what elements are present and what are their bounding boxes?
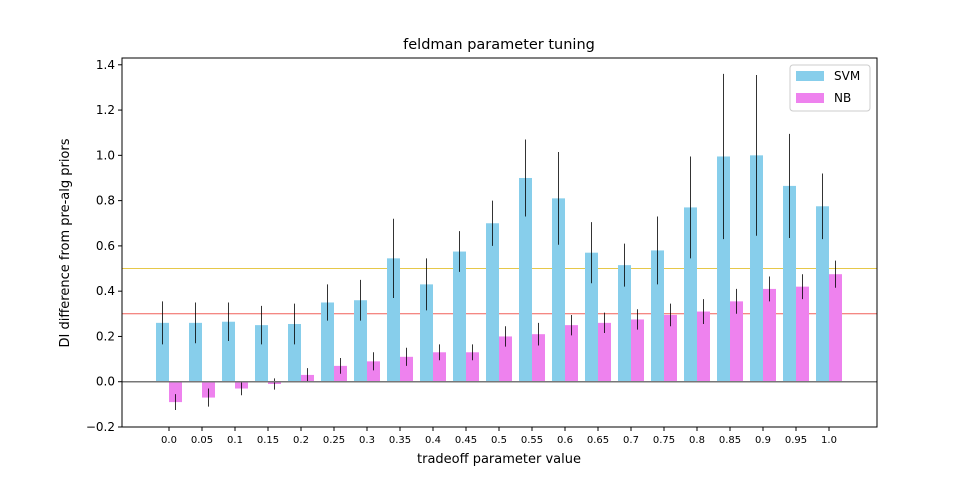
bar-nb-13 [598, 322, 611, 382]
bar-svm-19 [783, 185, 796, 382]
legend-label-nb: NB [834, 91, 851, 105]
y-tick-label-1: 0.0 [96, 375, 115, 389]
x-tick-label-1: 0.05 [191, 435, 213, 446]
bar-svm-10 [486, 223, 499, 382]
plot-area: −0.2 0.0 0.2 0.4 0.6 0.8 1.0 1.2 1.4 0.0 0.05 0.1 0.… [86, 57, 878, 446]
bar-svm-9 [453, 251, 466, 382]
bar-svm-4 [288, 323, 301, 382]
y-tick-label-4: 0.6 [96, 239, 115, 253]
y-tick-label-8: 1.4 [96, 58, 115, 72]
bar-svm-20 [816, 206, 829, 382]
legend-swatch-nb [796, 93, 824, 103]
bar-svm-5 [321, 302, 334, 382]
bar-svm-7 [387, 258, 400, 382]
x-tick-label-18: 0.9 [755, 435, 771, 446]
x-tick-label-2: 0.1 [227, 435, 243, 446]
bar-svm-18 [750, 155, 763, 382]
x-tick-label-3: 0.15 [257, 435, 279, 446]
x-tick-label-20: 1.0 [821, 435, 837, 446]
bar-nb-12 [565, 325, 578, 382]
x-tick-label-8: 0.4 [425, 435, 441, 446]
legend: SVM NB [789, 64, 871, 112]
chart-title: feldman parameter tuning [403, 37, 595, 53]
x-tick-label-5: 0.25 [323, 435, 345, 446]
bar-nb-18 [763, 288, 776, 382]
x-tick-label-19: 0.95 [785, 435, 807, 446]
bar-svm-2 [222, 321, 235, 382]
bar-nb-7 [400, 356, 413, 382]
bar-nb-16 [697, 311, 710, 382]
bar-nb-17 [730, 301, 743, 382]
x-tick-label-6: 0.3 [359, 435, 375, 446]
x-tick-label-17: 0.85 [719, 435, 741, 446]
bar-nb-6 [367, 361, 380, 382]
legend-label-svm: SVM [834, 69, 860, 83]
x-tick-label-9: 0.45 [455, 435, 477, 446]
bar-svm-8 [420, 284, 433, 382]
bar-svm-1 [189, 322, 202, 382]
x-tick-label-16: 0.8 [689, 435, 705, 446]
legend-swatch-svm [796, 71, 824, 81]
x-tick-label-14: 0.7 [623, 435, 639, 446]
x-tick-label-7: 0.35 [389, 435, 411, 446]
x-axis-label: tradeoff parameter value [417, 452, 581, 467]
x-tick-label-13: 0.65 [587, 435, 609, 446]
x-tick-label-15: 0.75 [653, 435, 675, 446]
bar-nb-15 [664, 314, 677, 382]
bar-nb-19 [796, 286, 809, 382]
bar-svm-16 [684, 207, 697, 382]
x-tick-label-4: 0.2 [293, 435, 309, 446]
bar-nb-0 [169, 381, 182, 403]
bar-svm-3 [255, 325, 268, 382]
bar-svm-6 [354, 300, 367, 382]
y-tick-label-2: 0.2 [96, 329, 115, 343]
bar-nb-10 [499, 336, 512, 382]
y-tick-label-3: 0.4 [96, 284, 115, 298]
x-tick-label-11: 0.55 [521, 435, 543, 446]
bar-nb-11 [532, 334, 545, 382]
bar-nb-20 [829, 274, 842, 382]
bar-svm-12 [552, 198, 565, 382]
bar-nb-9 [466, 352, 479, 382]
y-tick-label-5: 0.8 [96, 194, 115, 208]
x-tick-label-12: 0.6 [557, 435, 573, 446]
x-tick-label-0: 0.0 [161, 435, 177, 446]
bar-svm-0 [156, 322, 169, 382]
x-tick-label-10: 0.5 [491, 435, 507, 446]
bar-svm-13 [585, 252, 598, 382]
y-tick-label-0: −0.2 [86, 420, 115, 434]
y-tick-label-6: 1.0 [96, 148, 115, 162]
bar-svm-17 [717, 156, 730, 382]
bar-svm-11 [519, 177, 532, 382]
y-tick-label-7: 1.2 [96, 103, 115, 117]
bar-nb-8 [433, 352, 446, 382]
bar-svm-14 [618, 265, 631, 382]
bar-svm-15 [651, 250, 664, 382]
bar-nb-14 [631, 319, 644, 382]
y-axis-label: DI difference from pre-alg priors [58, 138, 73, 347]
